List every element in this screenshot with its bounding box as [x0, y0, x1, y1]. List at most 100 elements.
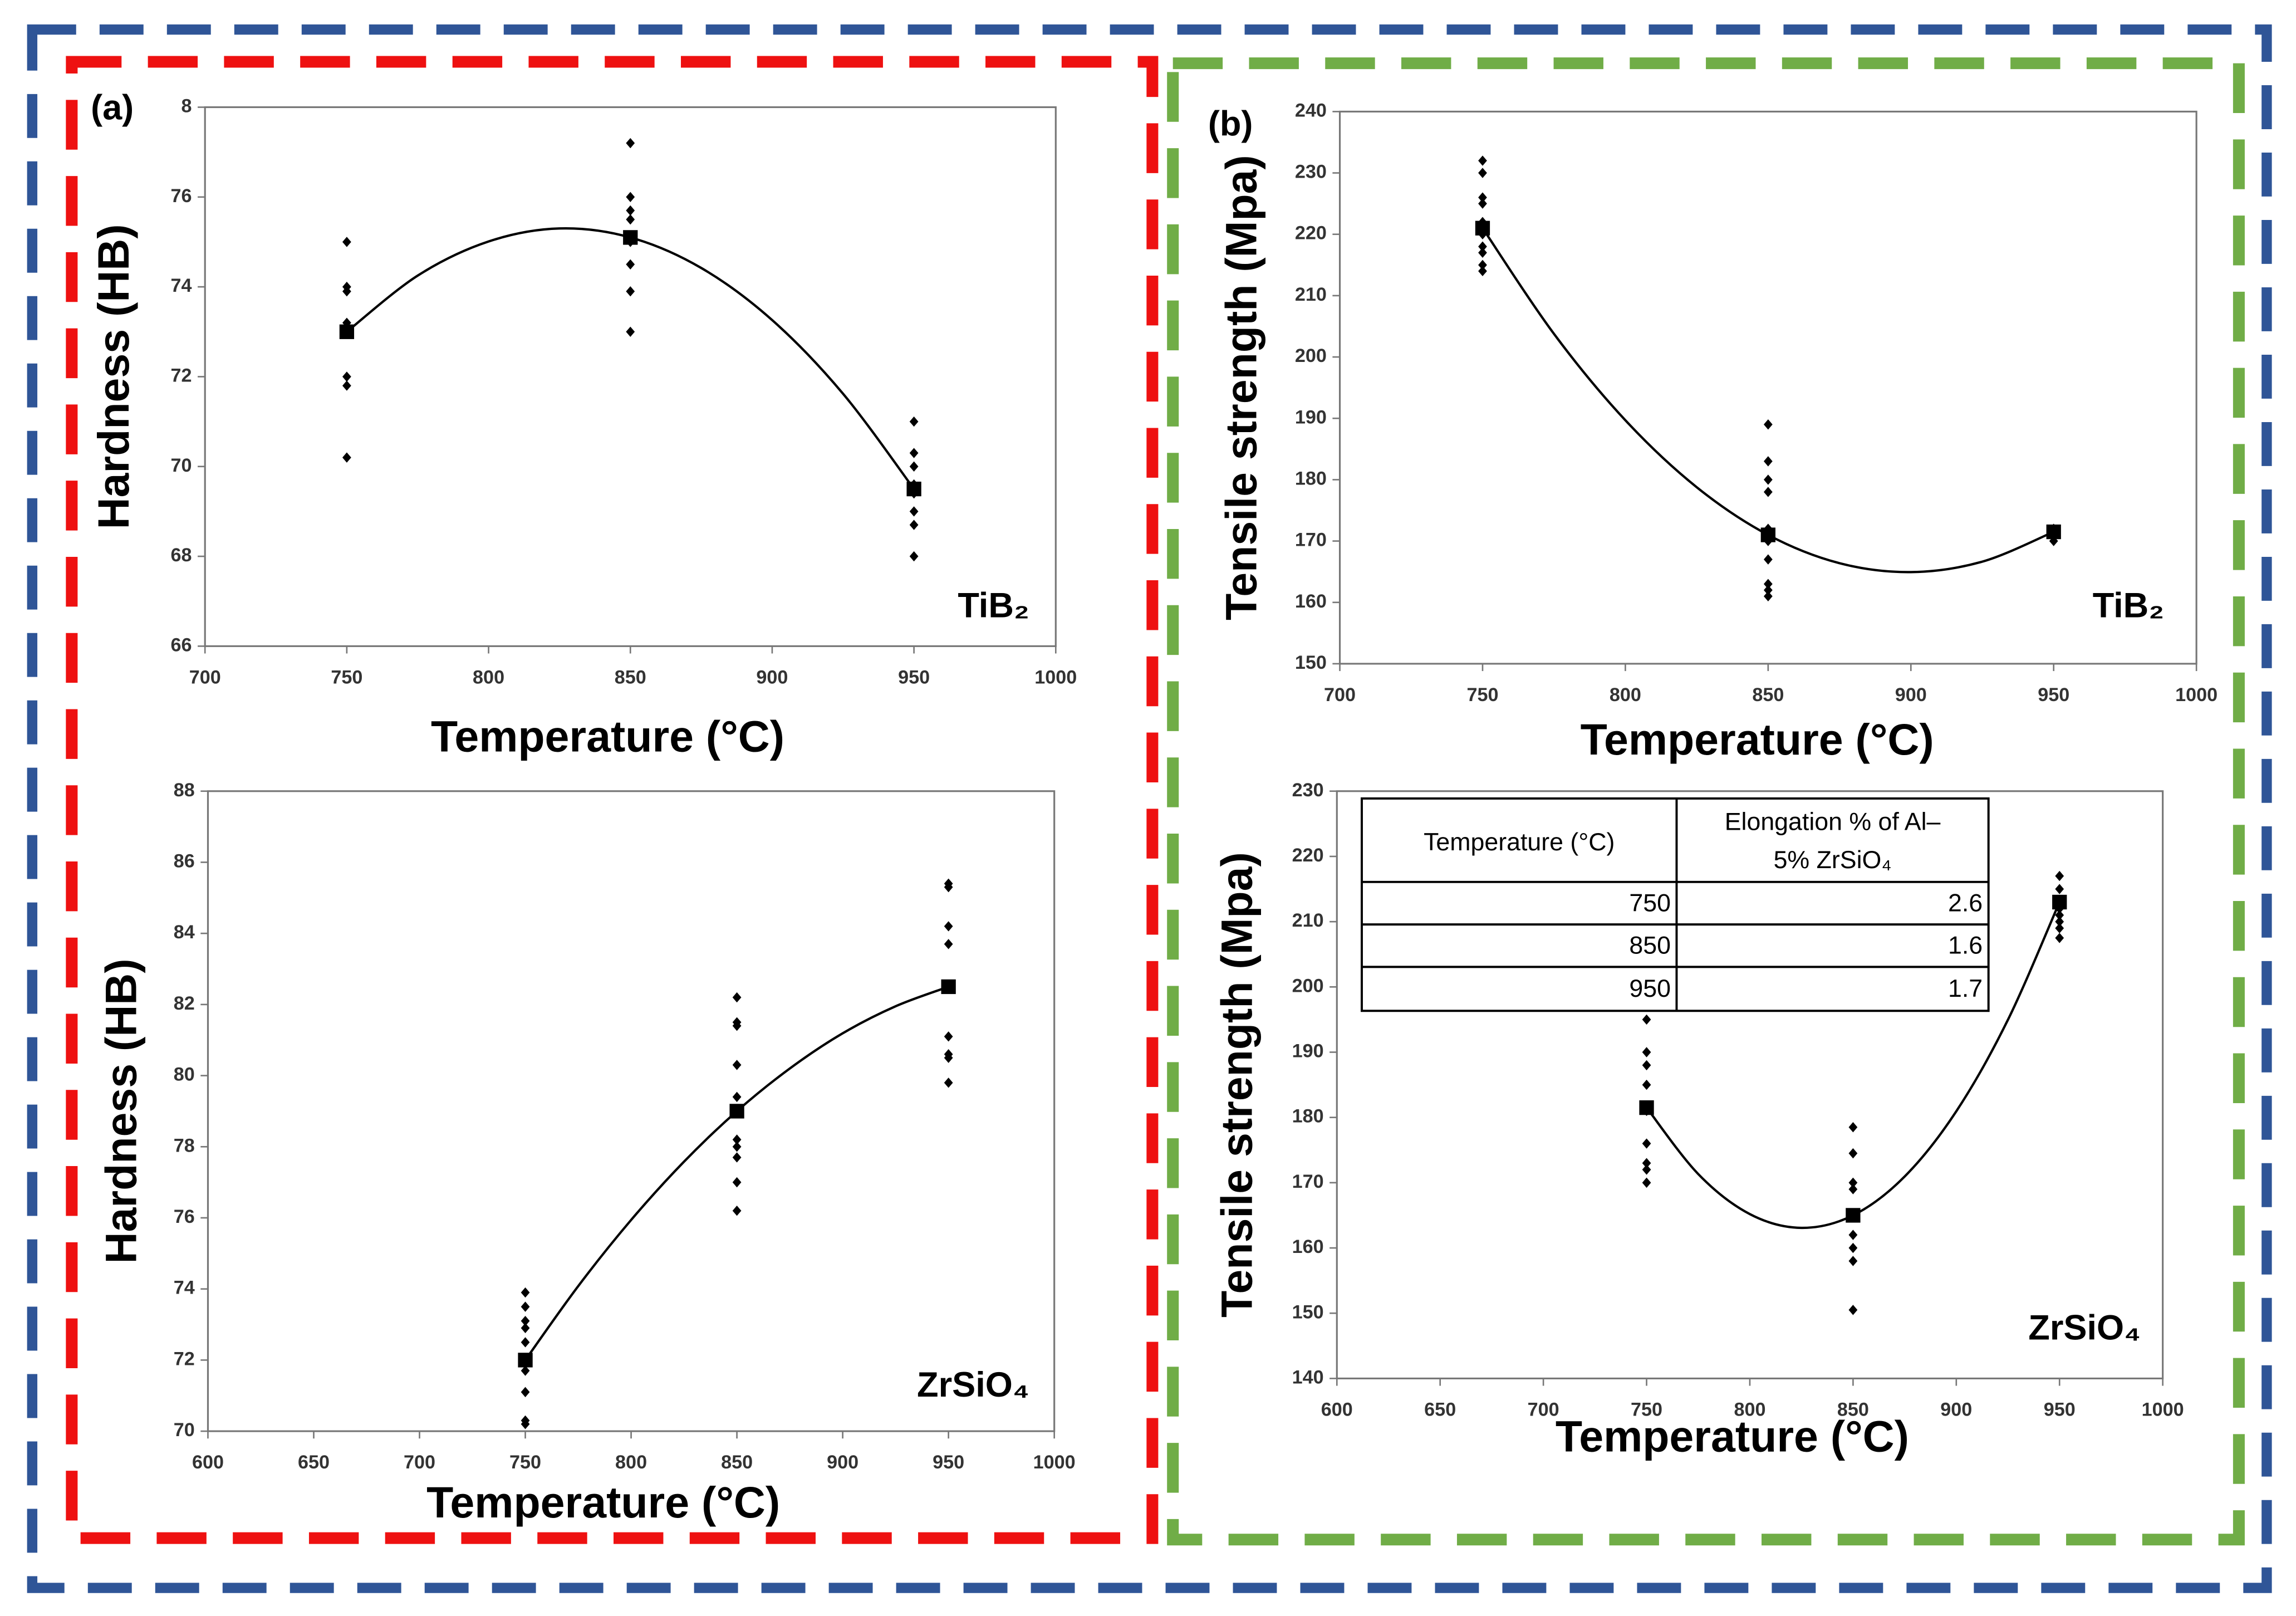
x-tick-label: 600 — [192, 1452, 224, 1473]
data-point — [2055, 923, 2064, 934]
data-point — [1848, 1177, 1858, 1188]
x-tick-label: 800 — [1734, 1399, 1765, 1420]
data-point — [1763, 554, 1773, 565]
data-point — [1848, 1230, 1858, 1240]
data-point — [1478, 155, 1487, 166]
plot-frame — [207, 790, 1056, 1432]
x-tick-label: 1000 — [2175, 684, 2217, 706]
trend-line — [524, 985, 949, 1361]
y-tick-label: 150 — [1295, 652, 1327, 673]
data-point — [521, 1419, 530, 1429]
data-point — [1478, 168, 1487, 178]
table-cell: 850 — [1629, 932, 1671, 959]
x-tick-label: 700 — [189, 667, 221, 688]
data-point — [521, 1387, 530, 1398]
x-tick-label: 950 — [898, 667, 930, 688]
table-bg — [1361, 797, 1990, 1012]
data-point — [626, 192, 635, 203]
x-tick-label: 900 — [756, 667, 788, 688]
data-point — [1478, 192, 1487, 203]
panel-label: (a) — [91, 88, 134, 127]
data-point — [1763, 487, 1773, 497]
y-tick-label: 70 — [174, 1419, 195, 1441]
data-point — [342, 237, 351, 247]
y-tick-label: 80 — [174, 1064, 195, 1085]
data-point — [626, 205, 635, 216]
y-tick-label: 190 — [1292, 1041, 1324, 1062]
x-tick-label: 750 — [1631, 1399, 1662, 1420]
data-point — [944, 1078, 953, 1088]
y-tick-label: 84 — [174, 922, 195, 943]
y-tick-label: 220 — [1292, 845, 1324, 866]
x-tick-label: 750 — [509, 1452, 541, 1473]
x-tick-label: 800 — [1610, 684, 1641, 706]
x-tick-label: 750 — [1466, 684, 1498, 706]
y-tick-label: 82 — [174, 993, 195, 1014]
data-point — [1848, 1305, 1858, 1315]
y-tick-label: 210 — [1292, 910, 1324, 931]
data-point — [944, 1052, 953, 1063]
y-tick-label: 74 — [174, 1277, 195, 1299]
y-tick-label: 160 — [1295, 591, 1327, 612]
y-tick-label: 230 — [1292, 780, 1324, 801]
y-tick-label: 76 — [174, 1206, 195, 1227]
data-point — [732, 1152, 742, 1163]
x-tick-label: 650 — [298, 1452, 330, 1473]
x-tick-label: 900 — [827, 1452, 858, 1473]
data-point — [1478, 247, 1487, 258]
x-tick-label: 1000 — [1033, 1452, 1076, 1473]
x-axis-label: Temperature (°C) — [1581, 715, 1934, 764]
table-cell: 2.6 — [1948, 889, 1983, 917]
y-tick-label: 180 — [1292, 1106, 1324, 1127]
y-axis-label: Tensile strength (Mpa) — [1216, 155, 1265, 620]
data-point — [732, 992, 742, 1003]
x-tick-label: 800 — [473, 667, 504, 688]
data-point — [732, 1206, 742, 1216]
data-point — [1642, 1164, 1651, 1175]
y-tick-label: 200 — [1292, 975, 1324, 996]
data-point — [1763, 474, 1773, 485]
x-tick-label: 950 — [2038, 684, 2069, 706]
data-point — [1642, 1060, 1651, 1071]
table-header: 5% ZrSiO₄ — [1774, 846, 1892, 874]
outer-border — [27, 24, 2272, 1593]
data-point — [909, 551, 919, 562]
y-tick-label: 66 — [171, 634, 192, 655]
x-tick-label: 700 — [1528, 1399, 1559, 1420]
data-point — [1763, 456, 1773, 467]
data-point — [1642, 1138, 1651, 1149]
table-header: Temperature (°C) — [1424, 829, 1615, 856]
x-tick-label: 850 — [615, 667, 646, 688]
data-point — [909, 416, 919, 427]
y-tick-label: 68 — [171, 545, 192, 566]
data-point — [944, 882, 953, 893]
data-point — [521, 1337, 530, 1348]
data-point — [909, 448, 919, 458]
annotation: ZrSiO₄ — [2028, 1308, 2141, 1347]
data-point — [1642, 1014, 1651, 1025]
data-point — [626, 259, 635, 270]
x-tick-label: 600 — [1321, 1399, 1353, 1420]
y-axis-label: Hardness (HB) — [96, 958, 145, 1264]
data-point — [2055, 910, 2064, 920]
data-point — [909, 461, 919, 472]
y-tick-label: 220 — [1295, 223, 1327, 244]
panel-label: (b) — [1208, 104, 1253, 143]
trend-line — [1481, 227, 2054, 574]
data-point — [1763, 585, 1773, 595]
y-tick-label: 200 — [1295, 345, 1327, 366]
y-tick-label: 170 — [1292, 1171, 1324, 1192]
x-tick-label: 850 — [721, 1452, 753, 1473]
y-tick-label: 86 — [174, 850, 195, 871]
y-tick-label: 76 — [171, 185, 192, 207]
x-tick-label: 1000 — [1034, 667, 1077, 688]
y-tick-label: 72 — [171, 365, 192, 386]
data-point — [521, 1315, 530, 1326]
y-tick-label: 88 — [174, 780, 195, 801]
data-point — [732, 1177, 742, 1188]
x-tick-label: 700 — [404, 1452, 435, 1473]
data-point — [1848, 1256, 1858, 1266]
data-point — [342, 380, 351, 391]
data-point — [944, 939, 953, 949]
